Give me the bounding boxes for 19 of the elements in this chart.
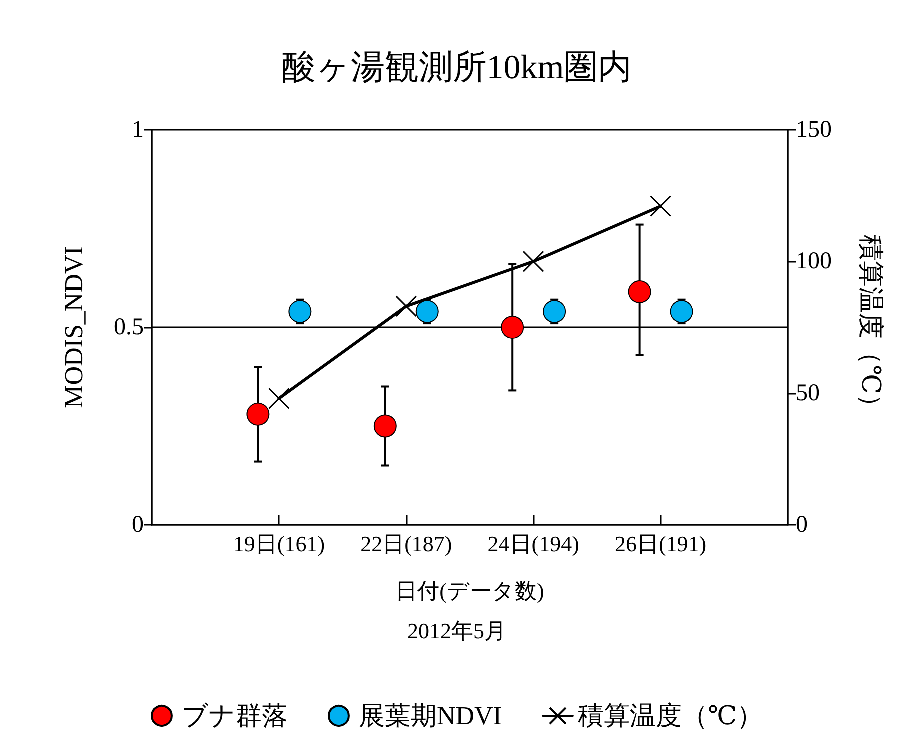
text: 2012年5月 (408, 618, 506, 644)
legend-label: 展葉期NDVI (358, 702, 502, 730)
chart-title: 酸ヶ湯観測所10km圏内 (282, 50, 632, 86)
y2-tick-label: 100 (796, 248, 832, 275)
x-tick-label: 26日(191) (614, 532, 707, 556)
legend-label: 積算温度（℃） (578, 702, 764, 730)
y-tick-label: 0.5 (114, 314, 144, 340)
x-axis-title: 日付(データ数) (396, 578, 544, 604)
x-tick-label: 24日(194) (488, 532, 580, 556)
y2-tick-label: 50 (796, 380, 820, 406)
y2-axis-title: 積算温度（℃） (856, 234, 886, 420)
y-tick-label: 1 (132, 117, 144, 143)
legend-label: ブナ群落 (182, 702, 288, 730)
y-axis-title: MODIS_NDVI (60, 246, 88, 408)
x-tick-label: 22日(187) (360, 532, 452, 556)
y2-tick-label: 0 (796, 512, 808, 538)
y-tick-label: 0 (132, 512, 144, 538)
y2-tick-label: 150 (796, 117, 832, 143)
x-tick-label: 19日(161) (233, 532, 326, 556)
